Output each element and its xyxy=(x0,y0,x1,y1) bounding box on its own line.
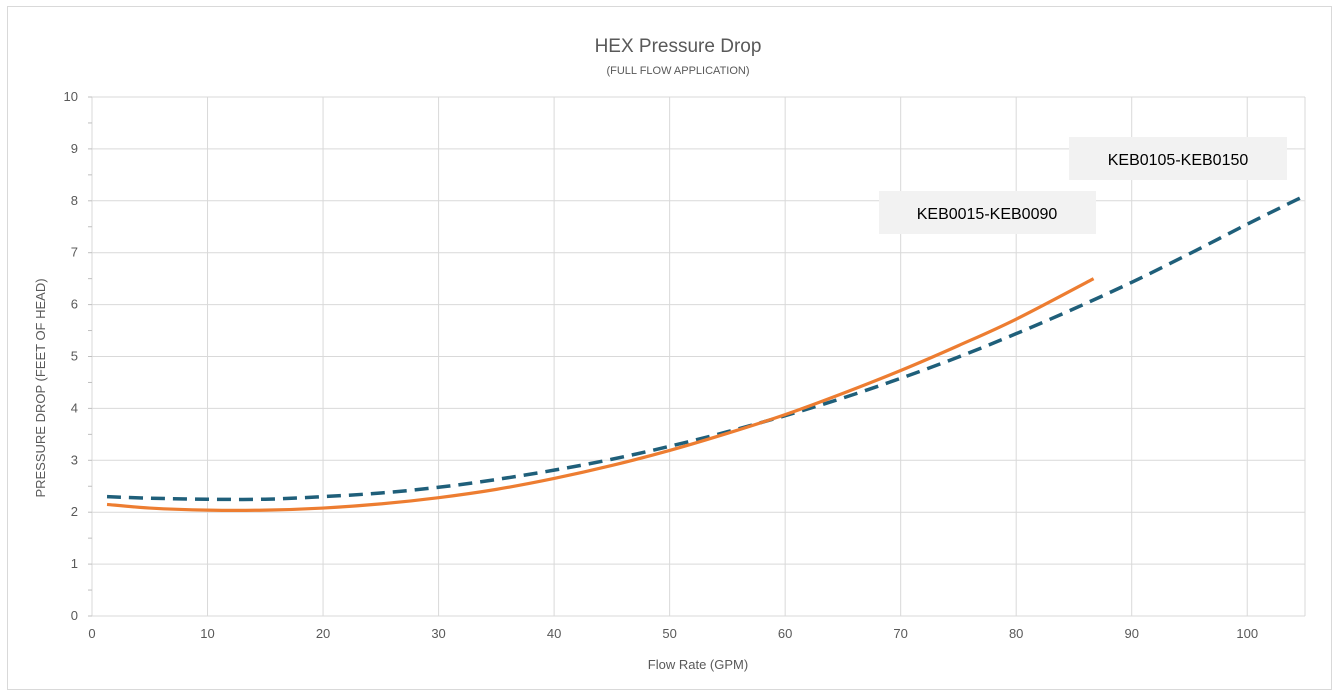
annotation-label: KEB0015-KEB0090 xyxy=(917,206,1058,223)
y-tick-label: 4 xyxy=(71,400,78,415)
y-tick-label: 6 xyxy=(71,297,78,312)
x-tick-label: 50 xyxy=(662,626,676,641)
x-tick-label: 20 xyxy=(316,626,330,641)
x-axis-ticks: 0 10 20 30 40 50 60 70 80 90 100 xyxy=(88,626,1258,641)
annotation-keb0015-keb0090: KEB0015-KEB0090 xyxy=(879,191,1096,234)
x-tick-label: 0 xyxy=(88,626,95,641)
y-tick-label: 1 xyxy=(71,556,78,571)
x-tick-label: 100 xyxy=(1236,626,1258,641)
annotation-keb0105-keb0150: KEB0105-KEB0150 xyxy=(1069,137,1287,180)
x-tick-label: 70 xyxy=(893,626,907,641)
series-layer xyxy=(106,194,1306,512)
x-tick-label: 80 xyxy=(1009,626,1023,641)
x-tick-label: 40 xyxy=(547,626,561,641)
y-tick-label: 3 xyxy=(71,452,78,467)
annotation-label: KEB0105-KEB0150 xyxy=(1108,152,1249,169)
y-tick-label: 2 xyxy=(71,504,78,519)
x-tick-label: 10 xyxy=(200,626,214,641)
chart-title: HEX Pressure Drop xyxy=(595,36,762,57)
x-axis-label: Flow Rate (GPM) xyxy=(648,657,748,672)
x-tick-label: 90 xyxy=(1124,626,1138,641)
y-axis-label: PRESSURE DROP (FEET OF HEAD) xyxy=(33,278,48,497)
gridlines xyxy=(91,96,1306,617)
annotation-box xyxy=(879,191,1096,234)
x-tick-label: 60 xyxy=(778,626,792,641)
x-tick-label: 30 xyxy=(431,626,445,641)
y-tick-label: 10 xyxy=(64,89,78,104)
chart-subtitle: (FULL FLOW APPLICATION) xyxy=(606,65,749,77)
series-line-keb0105-keb0150 xyxy=(106,194,1306,502)
series-line-keb0015-keb0090 xyxy=(106,277,1095,512)
y-tick-label: 7 xyxy=(71,245,78,260)
y-tick-label: 8 xyxy=(71,193,78,208)
y-tick-label: 0 xyxy=(71,608,78,623)
y-tick-label: 5 xyxy=(71,349,78,364)
annotation-box xyxy=(1069,137,1287,180)
y-axis-ticks: 0 1 2 3 4 5 6 7 8 9 10 xyxy=(64,89,92,623)
y-tick-label: 9 xyxy=(71,141,78,156)
